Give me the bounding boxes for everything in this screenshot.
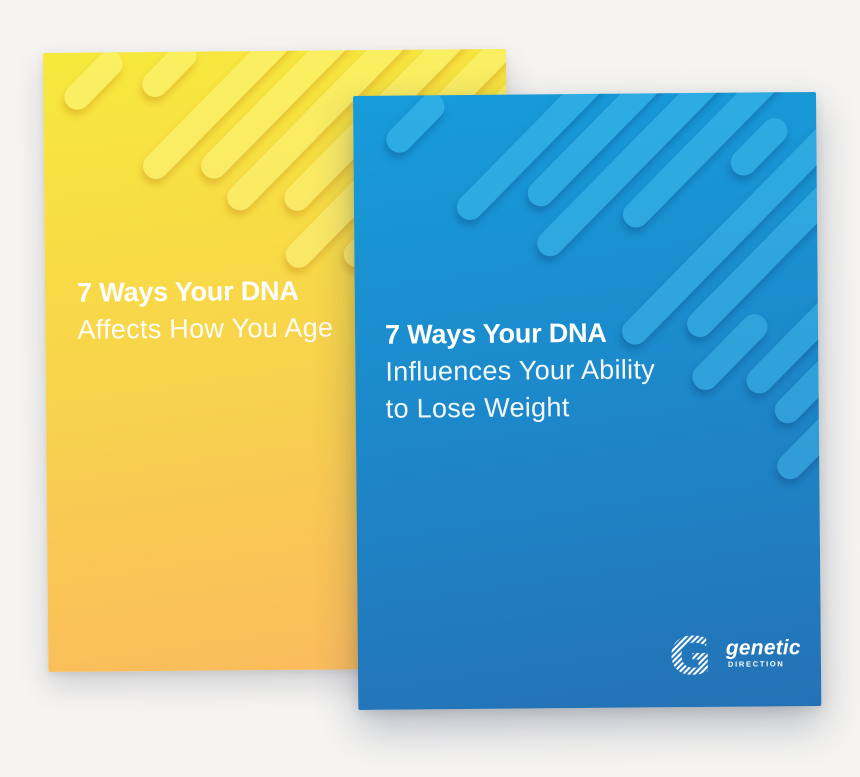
cover-title: 7 Ways Your DNA Influences Your Ability … [385,314,656,427]
cover-title: 7 Ways Your DNA Affects How You Age [77,272,334,348]
diagonal-stripe [380,91,451,158]
cover-subtitle-line2: to Lose Weight [385,392,570,424]
diagonal-stripe [136,48,202,103]
cover-subtitle-line1: Influences Your Ability [385,354,656,387]
cover-title-bold: 7 Ways Your DNA [76,275,299,308]
svg-text:G: G [671,628,712,678]
cover-title-bold: 7 Ways Your DNA [384,317,607,350]
hatched-g-logo-icon: G [671,628,712,678]
genetic-direction-logo: G genetic DIRECTION [671,627,801,678]
ebook-cover-weight-loss[interactable]: 7 Ways Your DNA Influences Your Ability … [353,91,822,710]
logo-brand-text: genetic [725,635,801,660]
logo-tagline-text: DIRECTION [727,658,785,669]
diagonal-stripe [58,48,129,116]
cover-subtitle: Affects How You Age [77,312,334,345]
logo-wordmark: genetic DIRECTION [725,635,801,669]
